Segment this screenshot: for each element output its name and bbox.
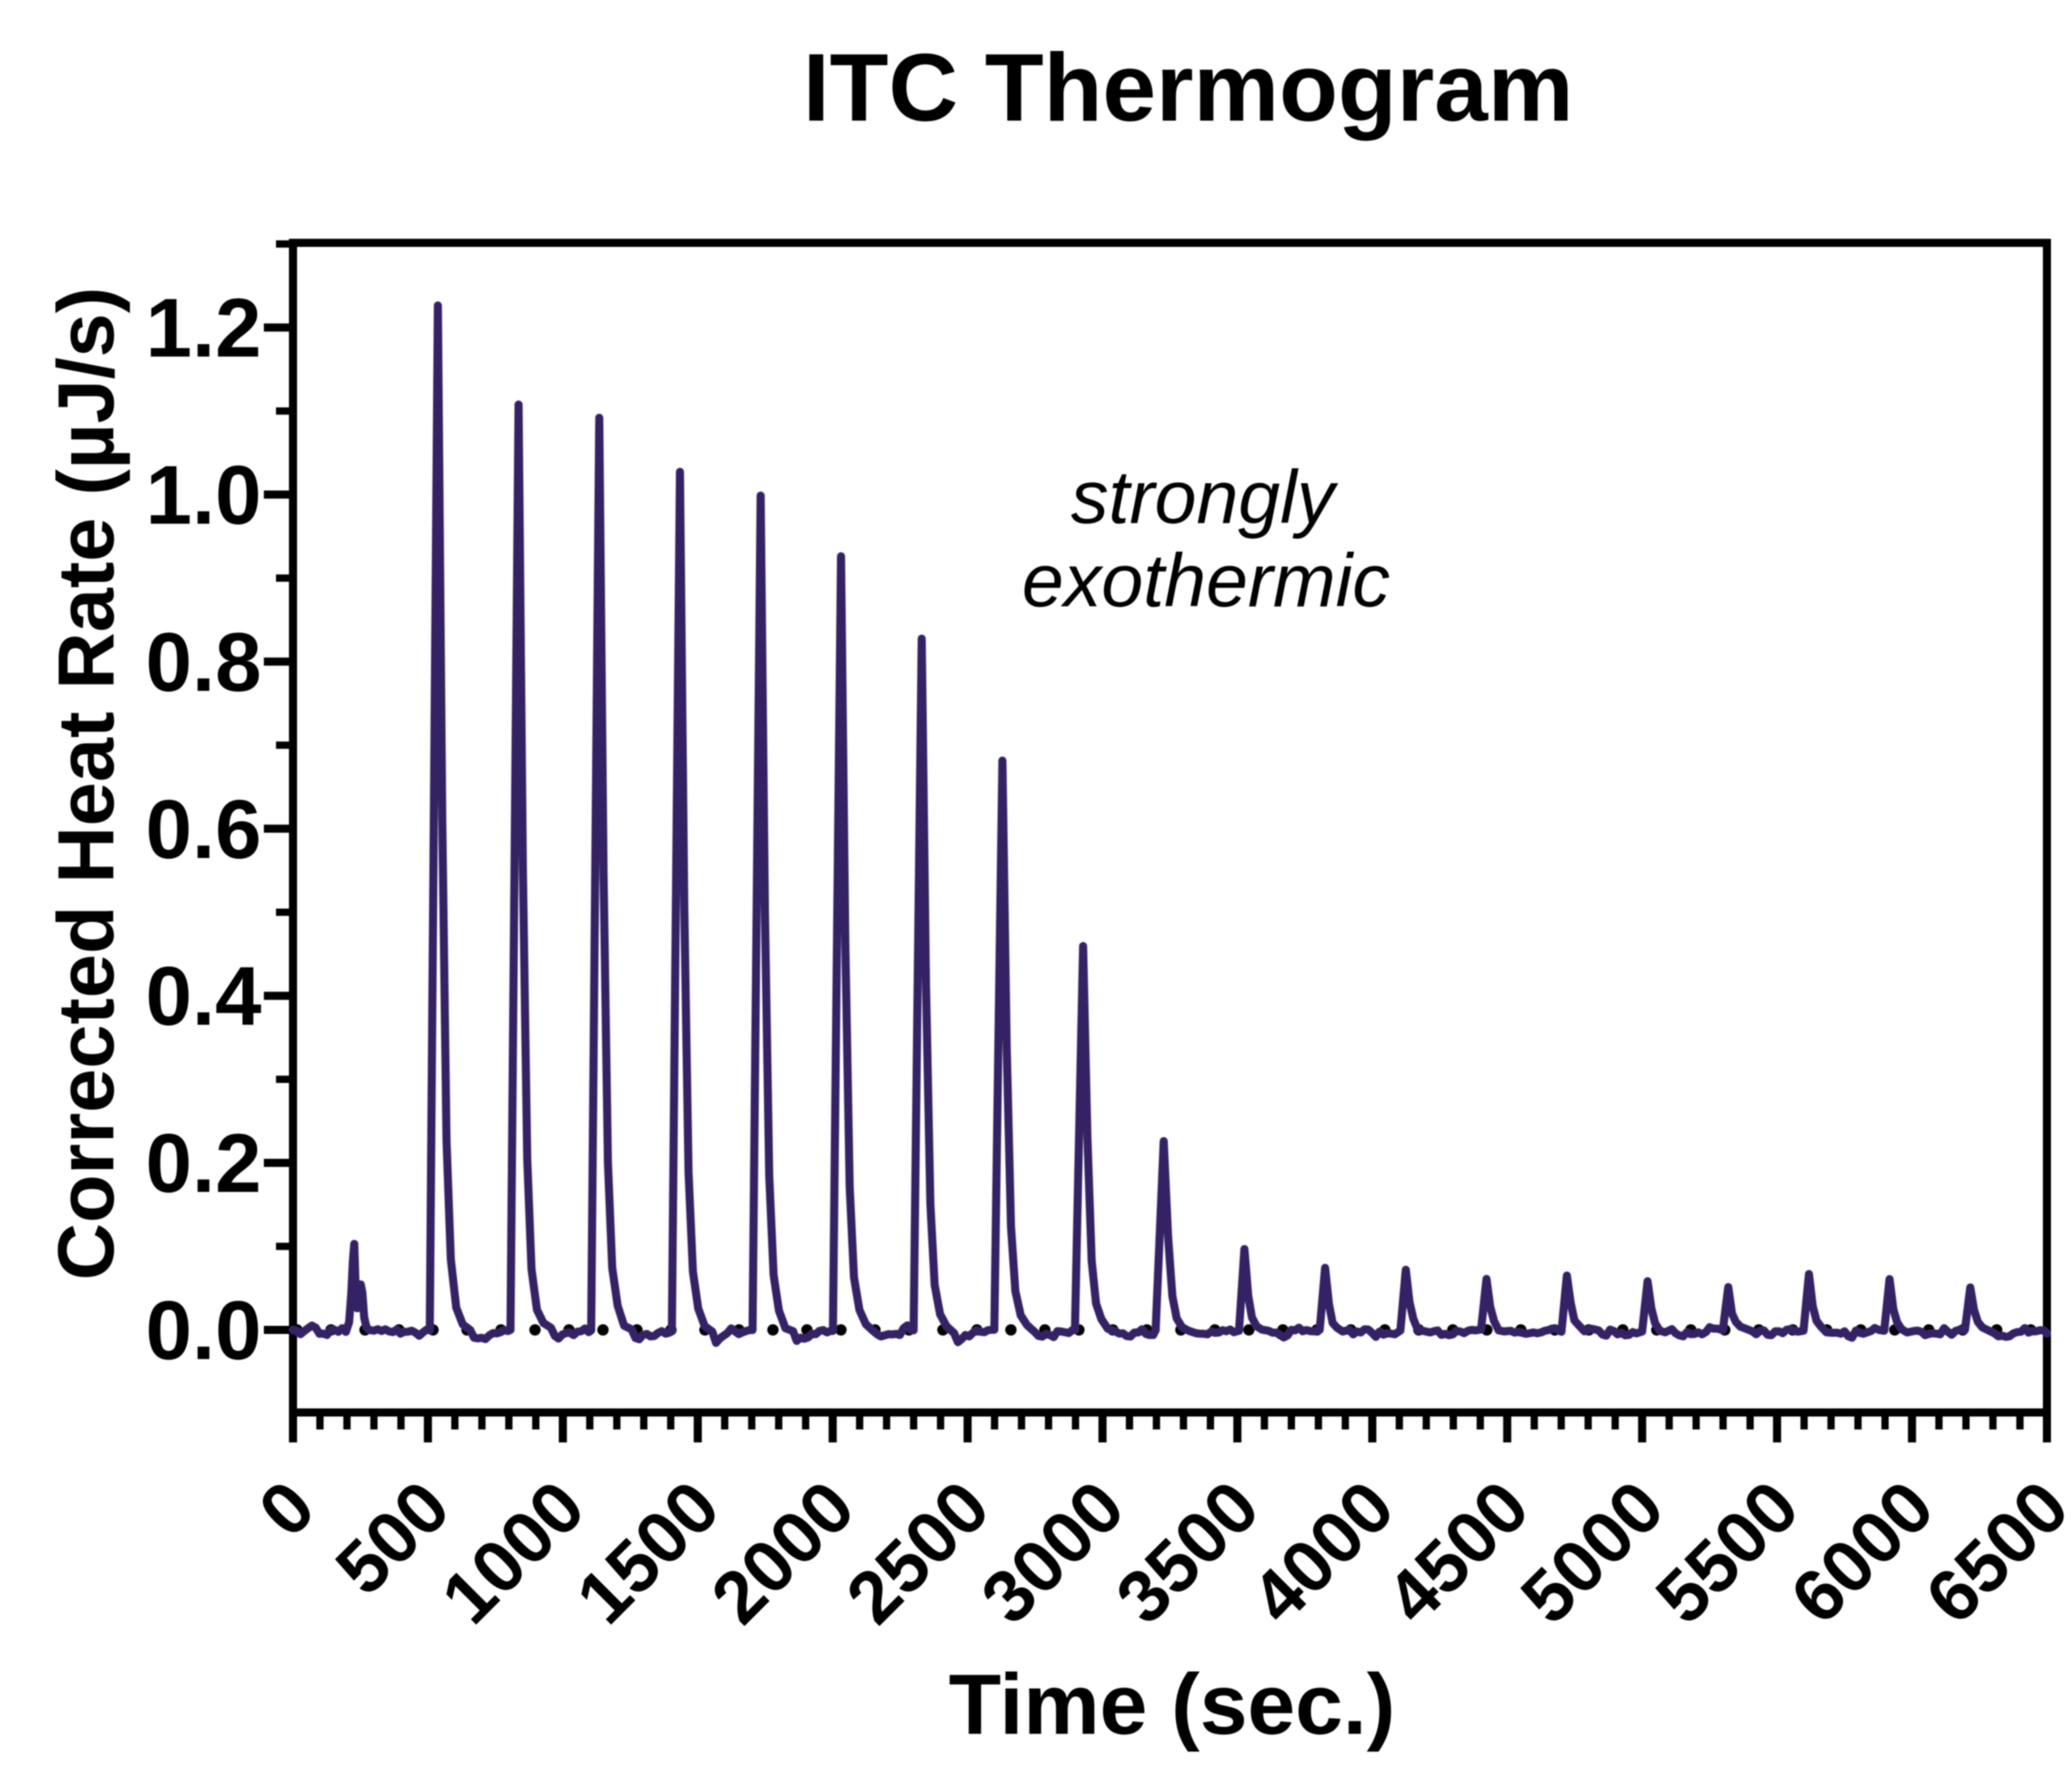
svg-text:exothermic: exothermic (1022, 538, 1391, 622)
svg-text:ITC Thermogram: ITC Thermogram (803, 34, 1573, 142)
svg-text:Time (sec.): Time (sec.) (949, 1657, 1395, 1752)
svg-text:1.0: 1.0 (146, 448, 261, 542)
svg-text:0.0: 0.0 (146, 1284, 261, 1377)
svg-text:0.8: 0.8 (146, 615, 261, 708)
svg-text:0.2: 0.2 (146, 1117, 261, 1210)
svg-text:0.6: 0.6 (146, 783, 261, 876)
svg-text:strongly: strongly (1071, 455, 1339, 539)
svg-text:1.2: 1.2 (146, 282, 261, 375)
svg-text:0.4: 0.4 (146, 949, 261, 1043)
svg-text:Corrected Heat Rate (µJ/s): Corrected Heat Rate (µJ/s) (41, 287, 130, 1280)
